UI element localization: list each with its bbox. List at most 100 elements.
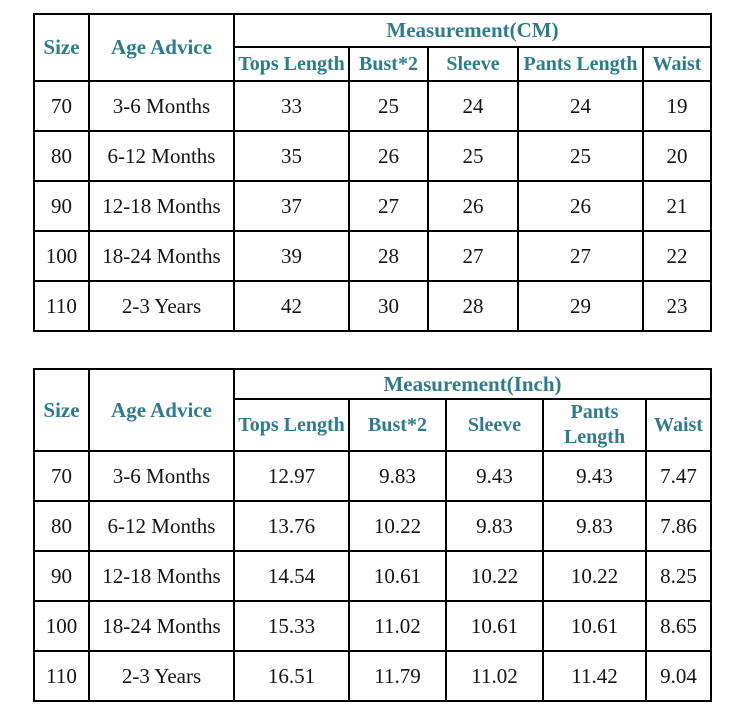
pants-length-cell: 25: [517, 130, 644, 182]
age-cell: 12-18 Months: [88, 550, 235, 602]
table-row: 80 6-12 Months 35 26 25 25 20: [33, 130, 712, 182]
waist-cell: 19: [642, 80, 712, 132]
size-cell: 80: [33, 500, 90, 552]
col-header-size: Size: [33, 368, 90, 452]
table-row: 70 3-6 Months 12.97 9.83 9.43 9.43 7.47: [33, 450, 713, 502]
bust-cell: 11.79: [348, 650, 447, 702]
col-header-waist: Waist: [644, 398, 713, 452]
bust-cell: 10.61: [348, 550, 447, 602]
pants-length-cell: 11.42: [542, 650, 647, 702]
waist-cell: 9.04: [644, 650, 713, 702]
tops-length-cell: 37: [233, 180, 350, 232]
size-cell: 110: [33, 280, 90, 332]
waist-cell: 7.86: [644, 500, 713, 552]
col-header-size: Size: [33, 13, 90, 82]
sleeve-cell: 9.83: [445, 500, 544, 552]
table-subheader-row: Tops Length Bust*2 Sleeve Pants Length W…: [34, 398, 713, 452]
size-cell: 80: [33, 130, 90, 182]
waist-cell: 22: [642, 230, 712, 282]
size-cell: 90: [33, 550, 90, 602]
sleeve-cell: 25: [427, 130, 519, 182]
col-header-sleeve: Sleeve: [445, 398, 544, 452]
table-row: 90 12-18 Months 14.54 10.61 10.22 10.22 …: [33, 550, 713, 602]
size-cell: 110: [33, 650, 90, 702]
pants-length-cell: 10.61: [542, 600, 647, 652]
waist-cell: 21: [642, 180, 712, 232]
waist-cell: 8.65: [644, 600, 713, 652]
tops-length-cell: 13.76: [233, 500, 350, 552]
col-header-sleeve: Sleeve: [427, 46, 519, 82]
col-header-waist: Waist: [642, 46, 712, 82]
bust-cell: 28: [348, 230, 429, 282]
table-row: 100 18-24 Months 39 28 27 27 22: [33, 230, 712, 282]
pants-length-cell: 26: [517, 180, 644, 232]
waist-cell: 8.25: [644, 550, 713, 602]
measurement-header-inch: Measurement(Inch): [232, 368, 713, 400]
col-header-pants-length: Pants Length: [517, 46, 644, 82]
pants-length-cell: 27: [517, 230, 644, 282]
size-table-cm: Size Age Advice Measurement(CM) Tops Len…: [33, 13, 712, 332]
waist-cell: 7.47: [644, 450, 713, 502]
pants-length-cell: 29: [517, 280, 644, 332]
table-row: 110 2-3 Years 42 30 28 29 23: [33, 280, 712, 332]
sleeve-cell: 28: [427, 280, 519, 332]
age-cell: 6-12 Months: [88, 130, 235, 182]
sleeve-cell: 11.02: [445, 650, 544, 702]
col-header-bust: Bust*2: [348, 398, 447, 452]
bust-cell: 10.22: [348, 500, 447, 552]
col-header-bust: Bust*2: [348, 46, 429, 82]
table-row: 90 12-18 Months 37 27 26 26 21: [33, 180, 712, 232]
waist-cell: 23: [642, 280, 712, 332]
waist-cell: 20: [642, 130, 712, 182]
table-header-row: Size Age Advice Measurement(Inch): [33, 368, 713, 452]
col-header-pants-length: Pants Length: [542, 398, 647, 452]
tops-length-cell: 15.33: [233, 600, 350, 652]
tops-length-cell: 42: [233, 280, 350, 332]
col-header-tops-length: Tops Length: [233, 46, 350, 82]
pants-length-cell: 9.83: [542, 500, 647, 552]
bust-cell: 30: [348, 280, 429, 332]
tops-length-cell: 16.51: [233, 650, 350, 702]
sleeve-cell: 9.43: [445, 450, 544, 502]
age-cell: 2-3 Years: [88, 280, 235, 332]
col-header-age-advice: Age Advice: [88, 13, 235, 82]
bust-cell: 27: [348, 180, 429, 232]
bust-cell: 25: [348, 80, 429, 132]
size-chart-page: Size Age Advice Measurement(CM) Tops Len…: [33, 13, 713, 702]
bust-cell: 11.02: [348, 600, 447, 652]
sleeve-cell: 26: [427, 180, 519, 232]
table-row: 80 6-12 Months 13.76 10.22 9.83 9.83 7.8…: [33, 500, 713, 552]
size-cell: 100: [33, 600, 90, 652]
age-cell: 3-6 Months: [88, 450, 235, 502]
pants-length-cell: 24: [517, 80, 644, 132]
size-cell: 70: [33, 450, 90, 502]
age-cell: 18-24 Months: [88, 230, 235, 282]
size-table-inch: Size Age Advice Measurement(Inch) Tops L…: [33, 368, 713, 702]
size-cell: 90: [33, 180, 90, 232]
size-cell: 70: [33, 80, 90, 132]
tops-length-cell: 39: [233, 230, 350, 282]
age-cell: 2-3 Years: [88, 650, 235, 702]
sleeve-cell: 10.61: [445, 600, 544, 652]
sleeve-cell: 10.22: [445, 550, 544, 602]
sleeve-cell: 27: [427, 230, 519, 282]
pants-length-cell: 9.43: [542, 450, 647, 502]
col-header-age-advice: Age Advice: [88, 368, 235, 452]
table-subheader-row: Tops Length Bust*2 Sleeve Pants Length W…: [34, 46, 712, 82]
table-row: 70 3-6 Months 33 25 24 24 19: [33, 80, 712, 132]
table-header-row: Size Age Advice Measurement(CM): [33, 13, 712, 82]
tops-length-cell: 33: [233, 80, 350, 132]
tops-length-cell: 14.54: [233, 550, 350, 602]
table-row: 110 2-3 Years 16.51 11.79 11.02 11.42 9.…: [33, 650, 713, 702]
age-cell: 6-12 Months: [88, 500, 235, 552]
age-cell: 3-6 Months: [88, 80, 235, 132]
size-cell: 100: [33, 230, 90, 282]
age-cell: 18-24 Months: [88, 600, 235, 652]
table-row: 100 18-24 Months 15.33 11.02 10.61 10.61…: [33, 600, 713, 652]
age-cell: 12-18 Months: [88, 180, 235, 232]
bust-cell: 9.83: [348, 450, 447, 502]
bust-cell: 26: [348, 130, 429, 182]
col-header-tops-length: Tops Length: [233, 398, 350, 452]
measurement-header-cm: Measurement(CM): [233, 13, 712, 48]
pants-length-cell: 10.22: [542, 550, 647, 602]
